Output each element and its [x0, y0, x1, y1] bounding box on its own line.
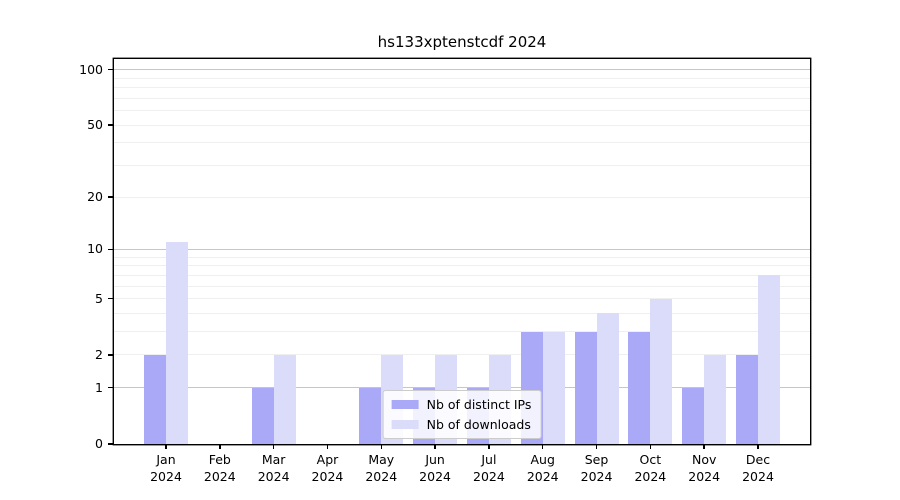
x-tick-label: Aug 2024: [526, 452, 559, 484]
y-tick-label: 1: [95, 379, 103, 395]
x-tick-label: Mar 2024: [257, 452, 290, 484]
minor-gridline: [114, 142, 810, 144]
minor-gridline: [114, 285, 810, 287]
x-tick-mark: [595, 444, 598, 449]
x-tick-label: Sep 2024: [580, 452, 613, 484]
y-tick-mark: [108, 196, 114, 198]
x-tick-mark: [542, 444, 544, 449]
y-tick-mark: [108, 248, 114, 251]
major-gridline: [114, 248, 810, 250]
bar-distinct-ips-may: [359, 387, 382, 444]
x-tick-label: Feb 2024: [203, 452, 236, 484]
minor-gridline: [114, 196, 810, 198]
y-tick-label: 0: [95, 436, 103, 451]
y-tick-label: 20: [87, 189, 103, 204]
legend: Nb of distinct IPs Nb of downloads: [382, 390, 542, 439]
major-gridline: [114, 387, 810, 389]
x-tick-mark: [165, 444, 167, 449]
minor-gridline: [114, 265, 810, 267]
minor-gridline: [114, 124, 810, 126]
x-tick-label: Dec 2024: [742, 452, 774, 484]
bar-downloads-oct: [650, 298, 673, 444]
minor-gridline: [114, 312, 810, 314]
x-tick-mark: [434, 444, 436, 449]
x-tick-label: May 2024: [365, 452, 398, 484]
major-gridline: [114, 69, 810, 71]
y-tick-label: 5: [95, 290, 103, 306]
x-tick-mark: [488, 444, 490, 449]
minor-gridline: [114, 331, 810, 333]
y-tick-label: 100: [79, 61, 103, 77]
minor-gridline: [114, 86, 810, 88]
minor-gridline: [114, 97, 810, 99]
chart-title: hs133xptenstcdf 2024: [377, 33, 547, 51]
minor-gridline: [114, 164, 810, 166]
bar-downloads-sep: [596, 313, 619, 444]
x-tick-label: Apr 2024: [311, 452, 344, 484]
x-tick-mark: [219, 444, 221, 449]
x-tick-mark: [380, 444, 382, 449]
x-tick-label: Nov 2024: [688, 452, 721, 484]
bar-downloads-nov: [704, 354, 727, 444]
x-tick-mark: [703, 444, 705, 449]
bar-distinct-ips-mar: [251, 387, 274, 444]
bar-downloads-dec: [758, 275, 780, 444]
minor-gridline: [114, 256, 810, 258]
y-tick-label: 2: [95, 346, 103, 362]
minor-gridline: [114, 354, 810, 356]
minor-gridline: [114, 77, 810, 79]
x-tick-label: Jul 2024: [473, 452, 505, 484]
y-tick-mark: [108, 354, 114, 356]
y-tick-label: 50: [87, 117, 103, 133]
y-tick-mark: [108, 387, 114, 389]
bar-distinct-ips-jan: [144, 354, 166, 444]
legend-label-downloads: Nb of downloads: [426, 417, 531, 432]
y-tick-mark: [108, 124, 114, 126]
bar-downloads-mar: [273, 354, 296, 444]
minor-gridline: [114, 274, 810, 276]
minor-gridline: [114, 110, 810, 111]
bar-distinct-ips-sep: [574, 331, 597, 444]
y-tick-mark: [108, 297, 114, 300]
legend-item-distinct-ips: Nb of distinct IPs: [391, 397, 532, 412]
x-tick-mark: [757, 444, 759, 449]
bar-distinct-ips-dec: [736, 354, 758, 444]
x-tick-mark: [272, 444, 275, 449]
x-tick-label: Jan 2024: [150, 452, 182, 484]
bar-distinct-ips-nov: [682, 387, 705, 444]
bar-downloads-aug: [542, 331, 565, 444]
bar-downloads-jan: [166, 242, 188, 444]
legend-item-downloads: Nb of downloads: [391, 417, 532, 432]
y-tick-label: 10: [87, 241, 103, 257]
x-tick-mark: [326, 444, 329, 449]
x-tick-label: Oct 2024: [634, 452, 667, 484]
legend-label-distinct-ips: Nb of distinct IPs: [426, 397, 532, 412]
legend-swatch-distinct-ips: [391, 400, 419, 409]
y-tick-mark: [108, 68, 114, 71]
bar-distinct-ips-oct: [628, 331, 651, 444]
y-tick-mark: [108, 443, 114, 445]
legend-swatch-downloads: [391, 420, 419, 429]
plot-area: Nb of distinct IPs Nb of downloads: [114, 59, 810, 444]
minor-gridline: [114, 298, 810, 300]
x-tick-label: Jun 2024: [419, 452, 451, 484]
x-tick-mark: [649, 444, 652, 449]
